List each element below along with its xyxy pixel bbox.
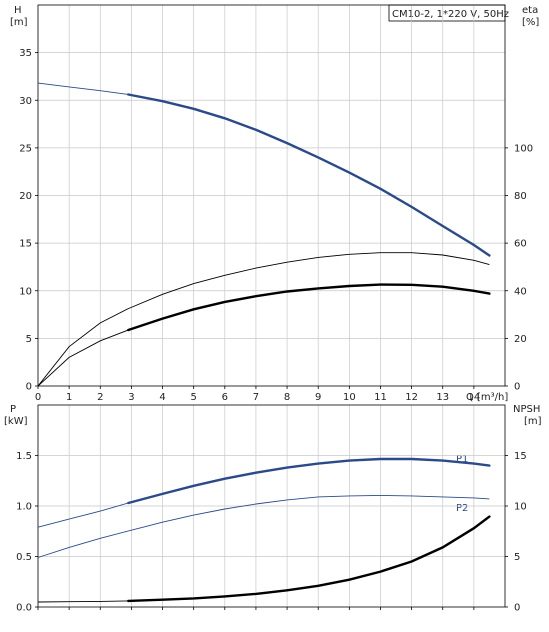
y2-tick-label: 10 xyxy=(514,502,527,513)
x-tick-label: 14 xyxy=(467,392,480,403)
y-tick-label: 0.5 xyxy=(16,552,32,563)
y-tick-label: 0.0 xyxy=(16,603,32,614)
top-y2-axis-unit: [%] xyxy=(522,17,539,28)
bottom-y2-axis-title: NPSH xyxy=(513,404,540,415)
x-tick-label: 12 xyxy=(405,392,418,403)
series-0-0-operating-range-line xyxy=(127,93,491,257)
series-0-0-line xyxy=(37,82,490,256)
x-tick-label: 1 xyxy=(66,392,72,403)
x-axis-unit: [m³/h] xyxy=(477,392,508,403)
x-tick-label: 6 xyxy=(222,392,228,403)
y2-tick-label: 0 xyxy=(514,603,520,614)
y2-tick-label: 20 xyxy=(514,334,527,345)
x-tick-label: 13 xyxy=(436,392,449,403)
y2-tick-label: 40 xyxy=(514,286,527,297)
y-tick-label: 20 xyxy=(19,191,32,202)
y-tick-label: 1.5 xyxy=(16,451,32,462)
y2-tick-label: 15 xyxy=(514,451,527,462)
x-tick-label: 10 xyxy=(343,392,356,403)
bottom-y2-axis-unit: [m] xyxy=(524,416,542,427)
x-tick-label: 2 xyxy=(97,392,103,403)
y-tick-label: 5 xyxy=(26,334,32,345)
y2-tick-label: 100 xyxy=(514,143,533,154)
y-tick-label: 15 xyxy=(19,239,32,250)
y2-tick-label: 0 xyxy=(514,382,520,393)
x-tick-label: 9 xyxy=(315,392,321,403)
y-tick-label: 0 xyxy=(26,382,32,393)
y-tick-label: 25 xyxy=(19,143,32,154)
x-axis-title: Q xyxy=(466,392,474,403)
top-y-axis-title: H xyxy=(14,5,22,16)
y2-tick-label: 80 xyxy=(514,191,527,202)
x-tick-label: 8 xyxy=(284,392,290,403)
series-1-0-line xyxy=(37,458,490,528)
series-0-1-line xyxy=(37,252,490,387)
bottom-y-axis-unit: [kW] xyxy=(4,416,28,427)
series-label-p2: P2 xyxy=(456,503,468,514)
x-tick-label: 3 xyxy=(128,392,134,403)
y2-tick-label: 60 xyxy=(514,239,527,250)
top-y2-axis-title: eta xyxy=(522,5,538,16)
chart-title: CM10-2, 1*220 V, 50Hz xyxy=(392,9,509,20)
x-tick-label: 0 xyxy=(35,392,41,403)
x-tick-label: 7 xyxy=(253,392,259,403)
series-label-p1: P1 xyxy=(456,454,468,465)
y2-tick-label: 5 xyxy=(514,552,520,563)
x-tick-label: 11 xyxy=(374,392,387,403)
series-0-2-operating-range-line xyxy=(127,283,491,332)
series-1-2-operating-range-line xyxy=(127,515,491,603)
series-1-2-line xyxy=(37,516,490,603)
y-tick-label: 10 xyxy=(19,286,32,297)
x-tick-label: 4 xyxy=(159,392,165,403)
bottom-y-axis-title: P xyxy=(10,404,16,415)
series-0-2-line xyxy=(37,284,490,387)
series-1-1-line xyxy=(37,494,490,558)
y-tick-label: 1.0 xyxy=(16,502,32,513)
top-y-axis-unit: [m] xyxy=(10,17,28,28)
series-1-0-operating-range-line xyxy=(127,457,491,505)
x-tick-label: 5 xyxy=(190,392,196,403)
y-tick-label: 35 xyxy=(19,48,32,59)
y-tick-label: 30 xyxy=(19,96,32,107)
